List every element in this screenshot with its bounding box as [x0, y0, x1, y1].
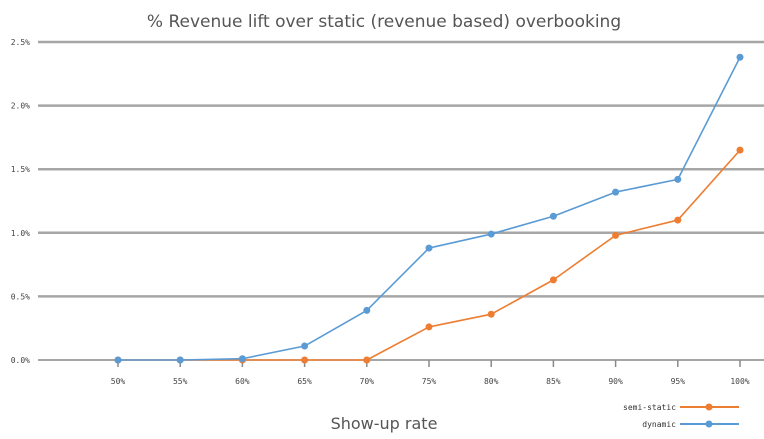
- semi-static-data-point: [301, 356, 309, 364]
- legend-marker-semi-static: [705, 403, 713, 411]
- dynamic-data-point: [114, 356, 122, 364]
- x-tick-label: 50%: [111, 377, 126, 386]
- x-tick-label: 70%: [360, 377, 375, 386]
- x-tick-label: 95%: [671, 377, 686, 386]
- y-tick-label: 2.0%: [11, 102, 30, 111]
- dynamic-data-point: [736, 53, 744, 61]
- x-tick-label: 85%: [546, 377, 561, 386]
- semi-static-data-point: [487, 310, 495, 318]
- dynamic-data-point: [176, 356, 184, 364]
- dynamic-data-point: [674, 175, 682, 183]
- chart-title: % Revenue lift over static (revenue base…: [147, 12, 621, 32]
- legend-label-semi-static: semi-static: [623, 403, 676, 412]
- y-tick-label: 1.5%: [11, 165, 30, 174]
- semi-static-data-point: [612, 231, 620, 239]
- x-tick-label: 60%: [235, 377, 250, 386]
- dynamic-data-point: [238, 355, 246, 363]
- dynamic-data-point: [425, 244, 433, 252]
- legend-label-dynamic: dynamic: [642, 420, 676, 429]
- x-tick-label: 100%: [730, 377, 749, 386]
- dynamic-data-point: [549, 212, 557, 220]
- gridlines: [38, 40, 764, 361]
- dynamic-data-point: [612, 188, 620, 196]
- x-tick-label: 55%: [173, 377, 188, 386]
- y-tick-label: 0.5%: [11, 292, 30, 301]
- x-axis-ticks: 50% 55% 60% 65% 70% 75% 80% 85% 90% 95% 100%: [111, 360, 750, 386]
- x-tick-label: 80%: [484, 377, 499, 386]
- x-tick-label: 75%: [422, 377, 437, 386]
- dynamic-data-point: [301, 342, 309, 350]
- y-tick-label: 0.0%: [11, 356, 30, 365]
- x-tick-label: 65%: [297, 377, 312, 386]
- semi-static-data-point: [674, 216, 682, 224]
- semi-static-data-point: [736, 146, 744, 154]
- x-axis-label: Show-up rate: [331, 414, 438, 433]
- series-layer: [114, 53, 744, 364]
- y-tick-label: 1.0%: [11, 229, 30, 238]
- dynamic-data-point: [363, 306, 371, 314]
- legend-marker-dynamic: [705, 420, 713, 428]
- dynamic-series-line: [118, 56, 741, 361]
- semi-static-data-point: [425, 323, 433, 331]
- x-tick-label: 90%: [608, 377, 623, 386]
- legend: semi-static dynamic: [623, 403, 739, 429]
- semi-static-data-point: [363, 356, 371, 364]
- semi-static-data-point: [549, 276, 557, 284]
- y-axis-ticks: 0.0% 0.5% 1.0% 1.5% 2.0% 2.5%: [11, 38, 30, 365]
- dynamic-data-point: [487, 230, 495, 238]
- y-tick-label: 2.5%: [11, 38, 30, 47]
